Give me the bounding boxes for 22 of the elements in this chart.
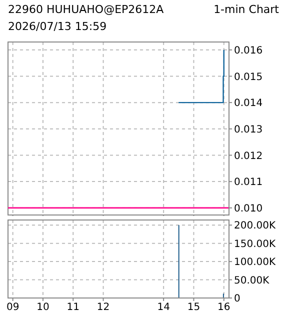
y-tick-label: 0.015 — [234, 72, 263, 83]
y-tick-label: 0 — [234, 294, 240, 305]
y-tick-label: 0.012 — [234, 150, 263, 162]
y-tick-label: 0.010 — [234, 203, 263, 214]
x-tick-label: 11 — [66, 302, 80, 314]
y-tick-label: 150.00K — [234, 238, 276, 250]
text: 1-min Chart — [214, 3, 279, 16]
y-tick-label: 100.00K — [234, 257, 276, 268]
chart-title: 22960 HUHUAHO@EP2612A — [8, 3, 164, 16]
x-tick-label: 16 — [218, 302, 230, 314]
text: 2026/07/13 15:59 — [8, 20, 107, 33]
y-tick-label: 50.00K — [234, 275, 270, 286]
x-tick-label: 09 — [6, 302, 20, 314]
x-tick-label: 12 — [96, 302, 110, 314]
x-tick-label: 15 — [187, 302, 200, 314]
x-tick-label: 14 — [157, 302, 170, 314]
y-tick-label: 0.016 — [234, 45, 263, 56]
y-tick-label: 200.00K — [234, 220, 276, 232]
y-tick-label: 0.011 — [234, 177, 263, 188]
y-tick-label: 0.014 — [234, 98, 263, 110]
x-tick-label: 10 — [36, 302, 50, 314]
y-tick-label: 0.013 — [234, 124, 263, 136]
